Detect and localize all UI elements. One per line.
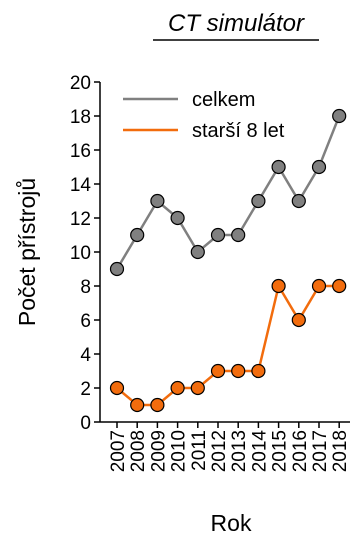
series-group bbox=[109, 108, 347, 413]
data-point bbox=[190, 380, 205, 396]
data-point bbox=[231, 227, 246, 243]
data-point bbox=[332, 108, 347, 124]
x-tick-label: 2013 bbox=[229, 430, 250, 472]
data-point bbox=[170, 380, 185, 396]
data-point bbox=[332, 278, 347, 294]
legend-label: starší 8 let bbox=[192, 120, 285, 142]
data-point bbox=[291, 312, 306, 328]
data-point bbox=[150, 397, 165, 413]
data-point bbox=[311, 278, 327, 294]
data-point bbox=[231, 363, 246, 379]
x-tick-label: 2017 bbox=[310, 430, 331, 472]
y-tick-label: 8 bbox=[80, 277, 91, 298]
y-tick-label: 10 bbox=[70, 243, 91, 264]
x-tick-label: 2009 bbox=[148, 430, 169, 472]
y-tick-label: 12 bbox=[70, 209, 91, 230]
x-axis-title: Rok bbox=[211, 510, 252, 536]
legend: celkem starší 8 let bbox=[123, 89, 285, 142]
data-point bbox=[109, 380, 125, 396]
data-point bbox=[130, 227, 145, 243]
chart-title: CT simulátor bbox=[168, 10, 305, 37]
y-tick-label: 2 bbox=[80, 379, 91, 400]
y-tick-label: 20 bbox=[70, 73, 91, 94]
x-tick-label: 2007 bbox=[108, 430, 129, 472]
y-tick-label: 6 bbox=[80, 311, 91, 332]
data-point bbox=[150, 193, 165, 209]
data-point bbox=[251, 363, 266, 379]
data-point bbox=[311, 159, 327, 175]
x-tick-label: 2014 bbox=[249, 430, 270, 473]
x-tick-label: 2008 bbox=[128, 430, 149, 472]
data-point bbox=[251, 193, 266, 209]
data-point bbox=[190, 244, 205, 260]
y-tick-label: 4 bbox=[80, 345, 91, 366]
x-tick-label: 2010 bbox=[169, 430, 190, 472]
y-axis-title: Počet přístrojů bbox=[14, 178, 40, 326]
data-point bbox=[109, 261, 125, 277]
y-tick-label: 14 bbox=[70, 175, 92, 196]
x-tick-label: 2012 bbox=[209, 430, 230, 472]
data-point bbox=[271, 159, 286, 175]
data-point bbox=[130, 397, 145, 413]
y-tick-label: 18 bbox=[70, 107, 91, 128]
x-tick-label: 2011 bbox=[189, 430, 210, 471]
x-tick-label: 2016 bbox=[290, 430, 311, 472]
data-point bbox=[170, 210, 185, 226]
data-point bbox=[210, 227, 226, 243]
x-tick-label: 2015 bbox=[270, 430, 291, 472]
data-point bbox=[291, 193, 306, 209]
legend-label: celkem bbox=[192, 89, 255, 111]
y-tick-label: 16 bbox=[70, 141, 91, 162]
data-point bbox=[210, 363, 226, 379]
y-tick-label: 0 bbox=[80, 413, 91, 434]
series-line-1 bbox=[116, 282, 340, 407]
data-point bbox=[271, 278, 286, 294]
x-tick-label: 2018 bbox=[330, 430, 351, 472]
